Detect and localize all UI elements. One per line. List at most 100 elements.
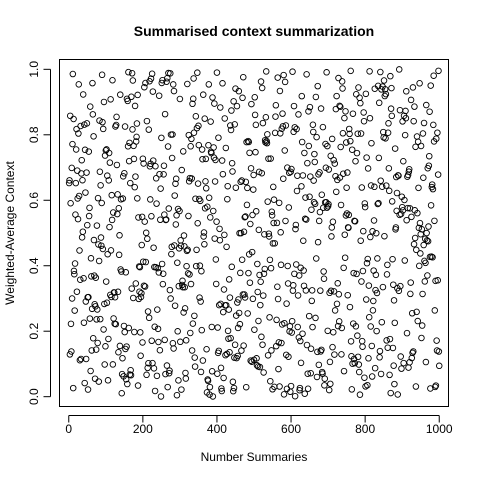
data-point — [94, 339, 101, 347]
data-point — [325, 200, 332, 208]
data-point — [397, 353, 404, 360]
data-point — [221, 231, 228, 239]
data-point — [333, 300, 341, 308]
data-point — [270, 219, 277, 227]
data-point — [359, 343, 366, 350]
data-point — [300, 237, 307, 244]
data-point — [426, 108, 433, 115]
data-point — [404, 204, 412, 212]
data-point — [210, 144, 217, 151]
data-point — [235, 309, 243, 317]
data-point — [306, 193, 313, 201]
data-point — [79, 176, 86, 184]
data-point — [137, 329, 144, 336]
data-point — [144, 308, 152, 315]
data-point — [386, 371, 393, 379]
data-point — [157, 216, 164, 224]
data-point — [135, 214, 142, 221]
data-point — [202, 155, 210, 163]
data-point — [182, 369, 189, 377]
data-point — [381, 232, 388, 240]
data-point — [223, 243, 230, 251]
data-point — [393, 189, 401, 197]
data-point — [85, 148, 93, 155]
data-point — [99, 125, 107, 133]
data-point — [362, 90, 370, 98]
data-point — [230, 98, 237, 105]
data-point — [220, 286, 228, 293]
data-point — [171, 302, 179, 309]
data-point — [225, 276, 233, 283]
data-point — [304, 385, 312, 393]
data-point — [307, 345, 315, 353]
data-point — [169, 340, 177, 347]
data-point — [410, 117, 417, 125]
data-point — [287, 388, 294, 396]
data-point — [315, 217, 323, 225]
data-point — [238, 256, 246, 264]
data-point — [358, 184, 366, 191]
data-point — [357, 99, 364, 107]
data-point — [165, 369, 173, 377]
data-point — [91, 272, 98, 279]
data-point — [207, 214, 214, 221]
data-point — [387, 105, 395, 112]
data-point — [282, 122, 290, 129]
data-point — [117, 91, 124, 98]
data-point — [186, 271, 193, 278]
data-point — [188, 175, 196, 182]
data-point — [423, 229, 430, 237]
data-point — [419, 130, 427, 137]
data-point — [76, 276, 84, 283]
data-point — [134, 382, 142, 389]
data-point — [337, 143, 344, 151]
data-point — [370, 297, 377, 305]
data-point — [281, 147, 289, 154]
data-point — [385, 120, 392, 127]
data-point — [388, 198, 396, 205]
data-point — [345, 125, 353, 133]
data-point — [251, 94, 258, 101]
data-point — [124, 380, 131, 388]
data-point — [321, 375, 329, 382]
data-point — [366, 114, 374, 122]
data-point — [290, 102, 298, 110]
data-point — [397, 282, 404, 290]
data-point — [263, 139, 271, 147]
data-point — [273, 219, 281, 227]
data-point — [141, 83, 148, 91]
data-point — [273, 316, 280, 324]
data-point — [148, 337, 155, 345]
data-point — [265, 155, 272, 162]
data-point — [181, 283, 188, 291]
data-point — [355, 361, 363, 368]
data-point — [268, 212, 276, 219]
data-point — [311, 200, 319, 208]
data-point — [403, 88, 410, 95]
data-point — [108, 216, 116, 224]
data-point — [360, 227, 367, 235]
data-point — [153, 200, 160, 207]
data-point — [285, 204, 293, 211]
data-point — [280, 175, 287, 182]
data-point — [224, 182, 231, 190]
data-point — [241, 294, 249, 301]
data-point — [131, 102, 139, 110]
data-point — [313, 133, 320, 141]
data-point — [434, 171, 442, 178]
data-point — [355, 84, 362, 91]
data-point — [218, 157, 226, 164]
data-point — [115, 205, 123, 212]
data-point — [122, 376, 130, 383]
data-point — [179, 277, 186, 285]
data-point — [360, 117, 368, 125]
data-point — [352, 323, 360, 330]
data-point — [357, 237, 364, 244]
data-point — [292, 221, 300, 229]
data-point — [172, 175, 180, 183]
data-point — [425, 223, 432, 230]
data-point — [402, 114, 410, 122]
data-point — [138, 213, 146, 221]
data-point — [340, 264, 347, 272]
